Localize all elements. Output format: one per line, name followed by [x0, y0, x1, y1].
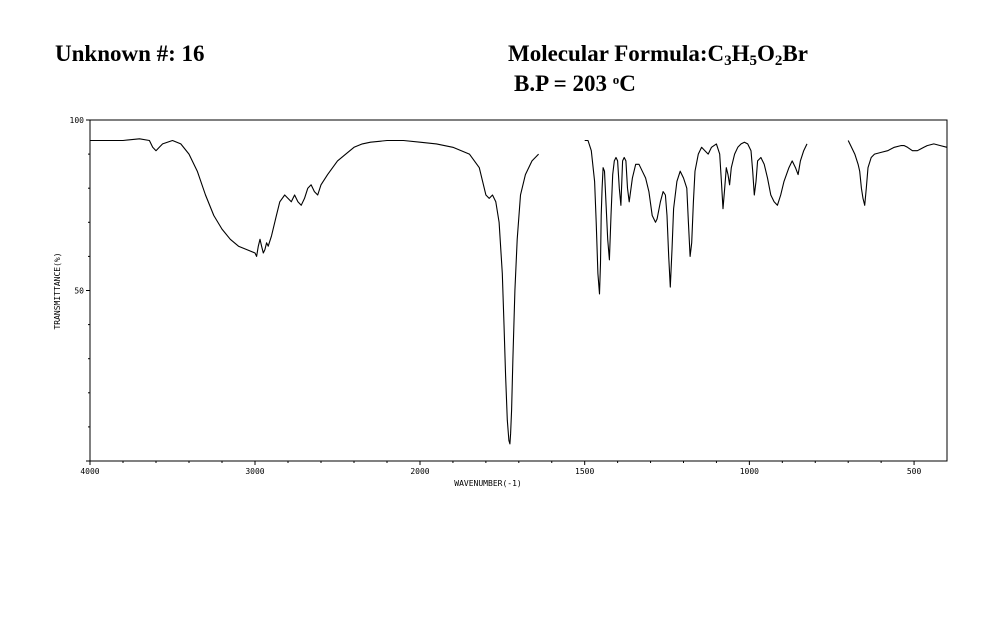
y-axis-label: TRANSMITTANCE(%)	[53, 252, 62, 329]
formula-o: O2	[757, 41, 783, 69]
formula-prefix: Molecular Formula:	[508, 41, 708, 66]
degree-symbol: o	[612, 72, 620, 87]
plot-frame	[89, 119, 948, 462]
spectrum-series	[90, 138, 948, 445]
unknown-number-label: Unknown #: 16	[55, 41, 205, 66]
x-tick-label: 1500	[575, 467, 594, 476]
x-tick-label: 1000	[740, 467, 759, 476]
x-tick-label: 3000	[245, 467, 264, 476]
spectrum-segment-2	[584, 139, 808, 295]
formula-br: Br	[782, 41, 808, 66]
x-axis-ticks: 4000 3000 2000 1500 1000 500	[80, 461, 921, 476]
molecular-formula-label: Molecular Formula:C3H5O2Br	[508, 41, 808, 69]
y-tick-label: 100	[70, 116, 85, 125]
formula-h: H5	[731, 41, 758, 69]
y-tick-label: 50	[74, 287, 84, 296]
formula-c: C3	[707, 41, 732, 69]
x-tick-label: 4000	[80, 467, 99, 476]
boiling-point-label: B.P = 203 oC	[514, 71, 636, 96]
spectrum-segment-3	[847, 140, 948, 206]
spectrum-segment-1	[90, 138, 539, 445]
x-tick-label: 2000	[410, 467, 429, 476]
y-axis-ticks: 50 100	[70, 116, 90, 462]
x-axis-label: WAVENUMBER(-1)	[454, 479, 521, 488]
x-tick-label: 500	[907, 467, 922, 476]
